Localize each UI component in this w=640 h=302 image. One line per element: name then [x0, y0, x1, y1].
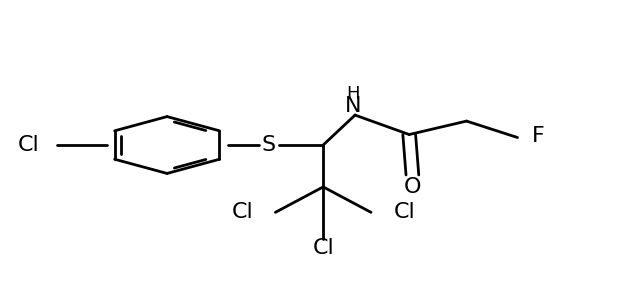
Text: Cl: Cl	[18, 135, 40, 155]
Text: N: N	[345, 96, 362, 116]
Text: O: O	[404, 177, 421, 197]
Text: Cl: Cl	[231, 202, 253, 222]
Text: Cl: Cl	[394, 202, 415, 222]
Text: S: S	[262, 135, 276, 155]
Text: Cl: Cl	[312, 238, 334, 258]
Text: H: H	[346, 85, 360, 103]
Text: F: F	[532, 126, 544, 146]
